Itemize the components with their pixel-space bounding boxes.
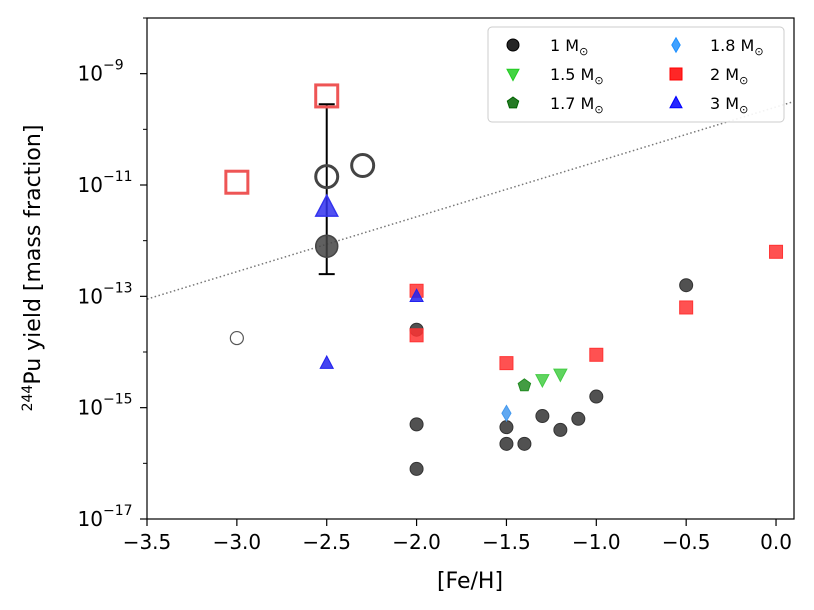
data-point: [409, 288, 424, 303]
large-open-circle: [350, 153, 376, 179]
y-tick-exponent: −9: [103, 58, 124, 74]
y-tick-label: 10: [78, 396, 103, 420]
data-point: [553, 368, 568, 383]
legend-label-m3: 3 M⊙: [710, 94, 748, 116]
legend-marker-m2: [669, 67, 683, 81]
large-open-square: [224, 169, 250, 195]
y-axis-label-main: Pu yield [mass fraction]: [21, 125, 46, 385]
data-point: [535, 409, 550, 424]
legend-marker-m15: [506, 68, 520, 82]
y-tick-label: 10: [78, 284, 103, 308]
data-point: [571, 411, 586, 426]
plot-frame: [146, 17, 795, 520]
y-tick-exponent: −15: [103, 392, 133, 408]
legend-label-m18: 1.8 M⊙: [710, 36, 764, 58]
x-tick-label: 0.0: [760, 530, 792, 554]
legend-sun-symbol: ⊙: [739, 74, 748, 87]
data-point: [517, 436, 532, 451]
data-point: [517, 378, 532, 392]
data-point: [589, 389, 604, 404]
data-point: [499, 356, 514, 371]
data-point: [553, 422, 568, 437]
svg-text:244Pu yield [mass fraction]: 244Pu yield [mass fraction]: [20, 125, 46, 412]
legend-label-m15: 1.5 M⊙: [550, 65, 604, 87]
data-point: [319, 354, 335, 369]
data-point: [769, 244, 784, 259]
x-tick-label: −3.0: [213, 530, 262, 554]
y-tick-exponent: −13: [103, 280, 133, 296]
data-point: [679, 278, 694, 293]
x-tick-label: −3.5: [123, 530, 172, 554]
data-point: [535, 374, 550, 389]
y-tick-label: 10: [78, 173, 103, 197]
data-point: [409, 328, 424, 343]
plot-marks-layer: [146, 83, 795, 476]
data-point: [409, 461, 424, 476]
x-tick-label: −2.5: [302, 530, 351, 554]
y-tick-label: 10: [78, 62, 103, 86]
legend-marker-m3: [669, 95, 683, 109]
legend-label-m17: 1.7 M⊙: [550, 94, 604, 116]
large-open-circle: [314, 164, 340, 190]
x-tick-label: −2.0: [392, 530, 441, 554]
y-tick-exponent: −11: [103, 169, 133, 185]
x-tick-label: −1.5: [482, 530, 531, 554]
y-axis-label-superscript: 244: [20, 385, 36, 412]
legend-sun-symbol: ⊙: [594, 74, 603, 87]
legend-label-m1: 1 M⊙: [550, 36, 588, 58]
legend-sun-symbol: ⊙: [754, 45, 763, 58]
legend-marker-m18: [671, 36, 681, 54]
legend-sun-symbol: ⊙: [739, 103, 748, 116]
legend-sun-symbol: ⊙: [594, 103, 603, 116]
data-point: [409, 417, 424, 432]
legend-marker-m17: [506, 96, 520, 109]
x-axis-label: [Fe/H]: [437, 569, 503, 594]
data-point: [499, 436, 514, 451]
y-tick-label: 10: [78, 507, 103, 531]
data-point: [499, 420, 514, 435]
large-open-square: [314, 83, 340, 109]
legend: 1 M⊙ 1.8 M⊙ 1.5 M⊙ 2 M⊙ 1.7 M⊙ 3 M⊙: [487, 26, 785, 123]
legend-label-m2: 2 M⊙: [710, 65, 748, 87]
small-open-circle: [229, 330, 244, 346]
large-filled-circle: [314, 234, 339, 258]
y-tick-exponent: −17: [103, 503, 133, 519]
y-axis-label: 244Pu yield [mass fraction]: [20, 125, 46, 412]
large-filled-triangle: [314, 193, 339, 217]
x-tick-label: −0.5: [662, 530, 711, 554]
x-tick-label: −1.0: [572, 530, 621, 554]
legend-box: [487, 26, 785, 123]
x-axis: −3.5 −3.0 −2.5 −2.0 −1.5 −1.0 −0.5 0.0: [123, 519, 792, 554]
data-point: [679, 300, 694, 315]
legend-marker-m1: [506, 38, 520, 52]
trend-line: [146, 100, 795, 300]
data-point: [501, 404, 512, 423]
legend-sun-symbol: ⊙: [579, 45, 588, 58]
data-point: [589, 347, 604, 362]
